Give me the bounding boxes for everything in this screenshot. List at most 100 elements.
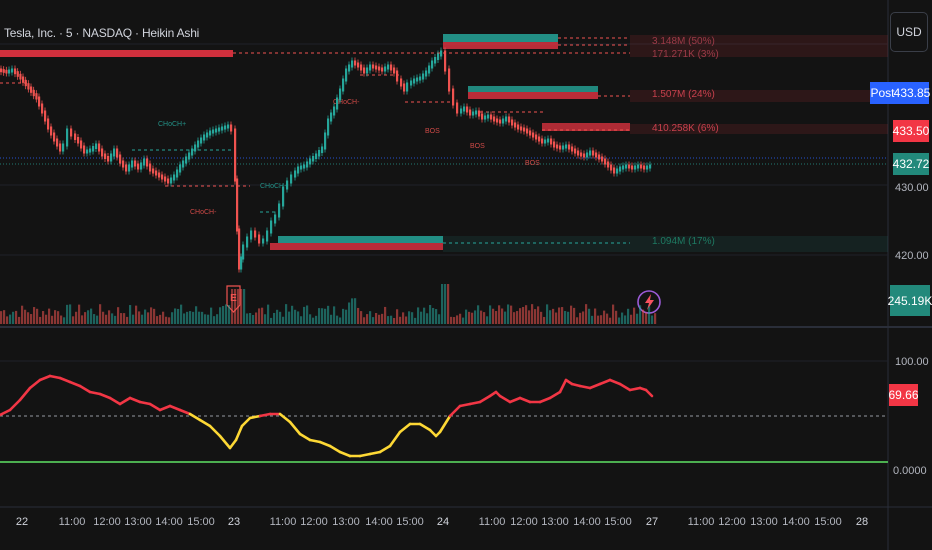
volume-bar (42, 311, 45, 324)
volume-bar (444, 284, 447, 324)
indicator-segment (308, 438, 322, 444)
symbol-title[interactable]: Tesla, Inc. · 5 · NASDAQ · Heikin Ashi (4, 26, 200, 40)
volume-bar (474, 310, 477, 324)
structure-label: CHoCH+ (260, 183, 288, 190)
volume-bar (132, 314, 135, 324)
indicator-segment (278, 412, 292, 424)
indicator-segment (378, 444, 392, 454)
indicator-segment (128, 396, 142, 404)
candle-body (119, 154, 122, 164)
indicator-segment (338, 450, 352, 458)
volume-bar (492, 308, 495, 324)
time-label-day: 22 (15, 516, 29, 528)
volume-bar (540, 311, 543, 324)
candle-body (164, 176, 167, 182)
volume-bar (309, 314, 312, 324)
candle-body (107, 156, 110, 162)
volume-bar (234, 289, 237, 324)
volume-bar (648, 306, 651, 324)
candle-body (469, 109, 472, 116)
volume-bar (72, 316, 75, 324)
candle-body (649, 164, 652, 169)
volume-bar (165, 316, 168, 324)
indicator-segment (218, 434, 232, 450)
volume-bar (285, 304, 288, 324)
candle-body (499, 119, 502, 124)
candle-body (345, 68, 348, 82)
volume-bar (411, 312, 414, 324)
candle-body (83, 145, 86, 154)
indicator-segment (158, 404, 172, 412)
volume-bar (552, 308, 555, 324)
candle-body (475, 110, 478, 115)
volume-bar (456, 315, 459, 324)
volume-bar (435, 309, 438, 324)
candle-body (544, 139, 547, 144)
candle-body (559, 145, 562, 150)
volume-bar (156, 316, 159, 324)
volume-bar (54, 310, 57, 324)
volume-bar (129, 305, 132, 324)
candle-body (167, 178, 170, 184)
volume-bar (315, 315, 318, 324)
volume-bar (504, 311, 507, 324)
indicator-segment (538, 396, 552, 404)
candle-body (30, 86, 33, 93)
volume-bar (477, 305, 480, 324)
supply-zone (270, 243, 443, 250)
volume-bar (387, 316, 390, 324)
candle-body (366, 67, 369, 74)
volume-bar (36, 308, 39, 324)
volume-bar (375, 313, 378, 324)
indicator-segment (558, 378, 568, 394)
volume-bar (654, 313, 657, 324)
lightning-bolt (645, 294, 654, 310)
candle-body (523, 127, 526, 132)
volume-bar (408, 311, 411, 324)
indicator-segment (458, 402, 472, 408)
candle-body (146, 158, 149, 167)
candle-body (128, 164, 131, 172)
candle-body (431, 60, 434, 69)
candle-body (70, 128, 73, 137)
candle-body (8, 69, 11, 74)
volume-bar (96, 315, 99, 324)
last-price-badge: 433.50 (893, 120, 929, 142)
candle-body (496, 118, 499, 123)
candle-body (592, 150, 595, 156)
candle-body (258, 234, 261, 244)
candle-body (535, 134, 538, 140)
indicator-segment (108, 396, 122, 406)
candle-body (286, 180, 289, 190)
volume-bar (393, 317, 396, 324)
candle-body (646, 165, 649, 170)
candle-body (282, 186, 285, 207)
volume-bar (558, 307, 561, 324)
candle-body (416, 77, 419, 82)
candle-body (56, 138, 59, 147)
structure-label: CHoCH- (333, 99, 360, 106)
volume-bar (324, 308, 327, 324)
currency-button[interactable]: USD (890, 12, 928, 52)
candle-body (333, 106, 336, 116)
volume-bar (222, 305, 225, 324)
volume-bar (543, 316, 546, 324)
candle-body (179, 164, 182, 173)
candle-body (616, 168, 619, 174)
candle-body (505, 116, 508, 122)
volume-bar (639, 305, 642, 324)
candle-body (425, 70, 428, 77)
indicator-segment (168, 404, 182, 412)
volume-bar (228, 305, 231, 324)
candle-body (143, 158, 146, 166)
candle-body (242, 244, 245, 260)
volume-bar (18, 316, 21, 324)
volume-bar (270, 317, 273, 324)
volume-bar (240, 289, 243, 324)
volume-bar (342, 308, 345, 324)
volume-bar (249, 312, 252, 324)
volume-bar (516, 311, 519, 324)
candle-body (601, 156, 604, 162)
